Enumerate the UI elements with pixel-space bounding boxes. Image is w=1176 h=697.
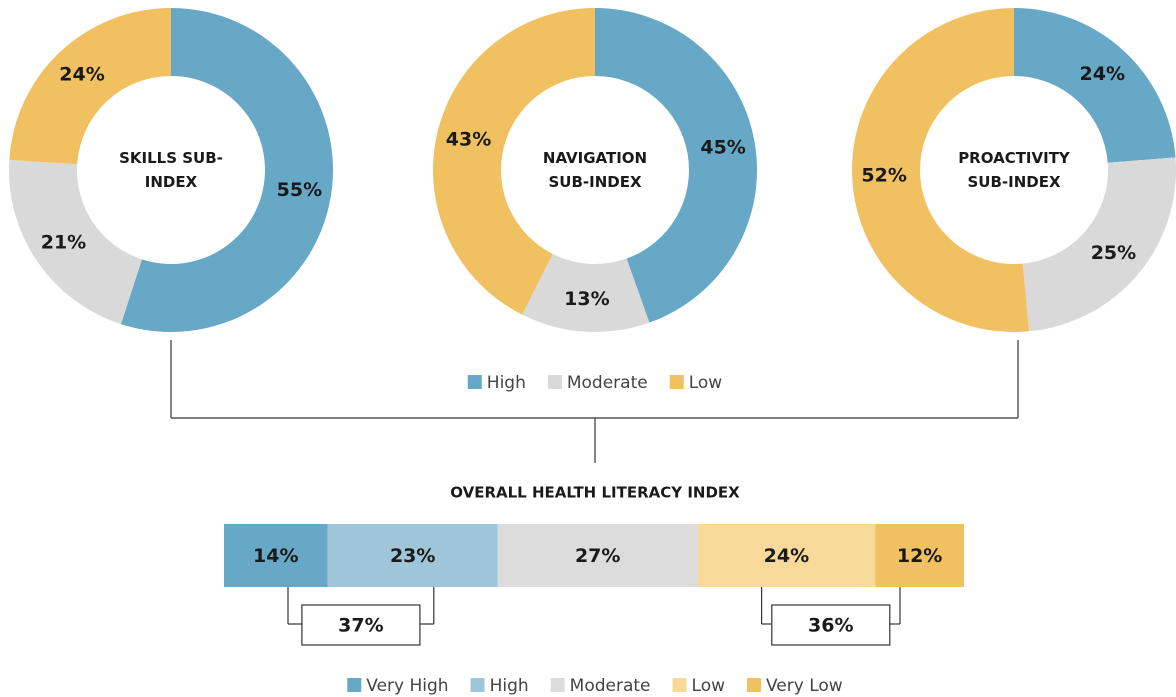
legend-swatch: [470, 678, 485, 692]
donut-segment: [522, 253, 650, 332]
legend-label: Low: [689, 373, 723, 393]
value-label: 27%: [575, 545, 620, 567]
value-label: 21%: [41, 232, 86, 254]
bar-segment: [327, 524, 498, 587]
value-label: 23%: [390, 545, 435, 567]
legend-swatch: [347, 678, 362, 692]
value-label: 24%: [1080, 63, 1125, 85]
legend-swatch: [672, 678, 687, 692]
donut-segment: [852, 8, 1030, 332]
legend-label: Very High: [366, 676, 448, 696]
value-label: 25%: [1091, 242, 1136, 264]
annotation-label: 36%: [808, 615, 853, 637]
bar-title: OVERALL HEALTH LITERACY INDEX: [450, 484, 740, 502]
value-label: 43%: [446, 128, 491, 150]
value-label: 24%: [59, 64, 104, 86]
donut-segment: [1022, 157, 1176, 332]
value-label: 55%: [277, 179, 322, 201]
legend-swatch: [747, 678, 762, 692]
donut-segment: [433, 8, 595, 315]
donut-segment: [595, 8, 758, 323]
bar-segment: [697, 524, 876, 587]
legend-label: Very Low: [766, 676, 843, 696]
donut-segment: [1014, 8, 1176, 163]
annotation-box: [771, 604, 891, 646]
legend-swatch: [467, 375, 482, 389]
donut-title: NAVIGATION SUB-INDEX: [542, 149, 648, 191]
donut-title: SKILLS SUB-INDEX: [119, 149, 223, 191]
legend-swatch: [669, 375, 684, 389]
value-label: 24%: [764, 545, 809, 567]
value-label: 14%: [253, 545, 298, 567]
legend-label: Moderate: [570, 676, 651, 696]
value-label: 13%: [564, 288, 609, 310]
bar-segment: [224, 524, 328, 587]
donut-segment: [8, 159, 142, 325]
bar-segment: [497, 524, 698, 587]
value-label: 45%: [700, 136, 745, 158]
legend-label: High: [487, 373, 526, 393]
value-label: 52%: [861, 165, 906, 187]
annotation-box: [301, 604, 421, 646]
donut-title: PROACTIVITY SUB-INDEX: [958, 149, 1070, 191]
bar-segment: [875, 524, 964, 587]
donut-segment: [120, 8, 333, 332]
legend-label: Moderate: [567, 373, 648, 393]
donut-segment: [9, 8, 171, 165]
legend-label: Low: [692, 676, 726, 696]
value-label: 12%: [897, 545, 942, 567]
legend-label: High: [490, 676, 529, 696]
legend-swatch: [550, 678, 565, 692]
legend-swatch: [547, 375, 562, 389]
annotation-label: 37%: [338, 615, 383, 637]
